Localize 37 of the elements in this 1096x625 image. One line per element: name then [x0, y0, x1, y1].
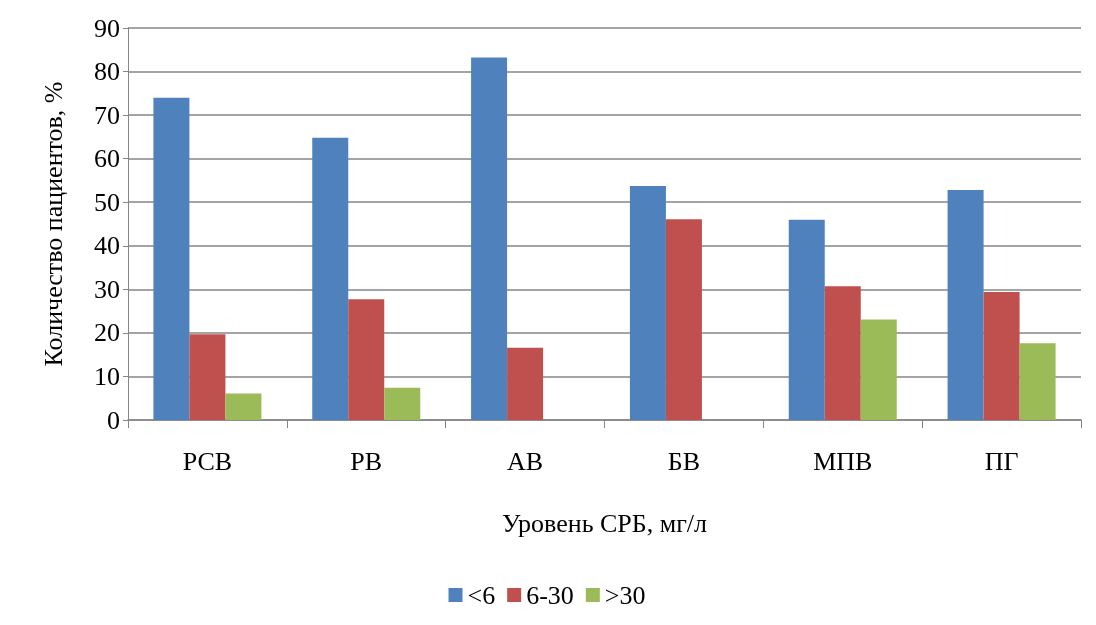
bar [788, 219, 825, 420]
bar [507, 347, 544, 420]
y-tick-label: 60 [94, 144, 120, 174]
bar [665, 219, 702, 420]
y-tick-label: 90 [94, 13, 120, 43]
y-tick-label: 70 [94, 100, 120, 130]
y-tick-label: 80 [94, 57, 120, 87]
x-tick-label: БВ [667, 446, 701, 476]
bar [153, 97, 190, 420]
y-tick-label: 40 [94, 231, 120, 261]
bar [348, 299, 385, 420]
y-tick-label: 0 [107, 405, 120, 435]
bar [824, 286, 861, 420]
y-tick-label: 30 [94, 274, 120, 304]
bar [629, 186, 666, 420]
bar [384, 387, 421, 420]
bar [189, 334, 226, 420]
y-tick-label: 50 [94, 187, 120, 217]
bar [1019, 343, 1056, 420]
y-axis-title: Количество пациентов, % [38, 81, 68, 367]
bar [860, 319, 897, 420]
legend-label: <6 [467, 580, 496, 610]
legend-label: >30 [604, 580, 646, 610]
x-tick-label: ПГ [984, 446, 1019, 476]
legend-label: 6-30 [526, 580, 574, 610]
bar [471, 57, 508, 420]
x-tick-label: АВ [507, 446, 544, 476]
bar [947, 190, 984, 420]
bar [225, 393, 262, 420]
y-tick-label: 20 [94, 318, 120, 348]
y-tick-label: 10 [94, 361, 120, 391]
x-tick-label: МПВ [813, 446, 873, 476]
x-axis-title: Уровень СРБ, мг/л [501, 508, 708, 538]
bar [312, 137, 349, 420]
bar [983, 291, 1020, 420]
x-tick-label: РСВ [182, 446, 233, 476]
x-tick-label: РВ [350, 446, 383, 476]
